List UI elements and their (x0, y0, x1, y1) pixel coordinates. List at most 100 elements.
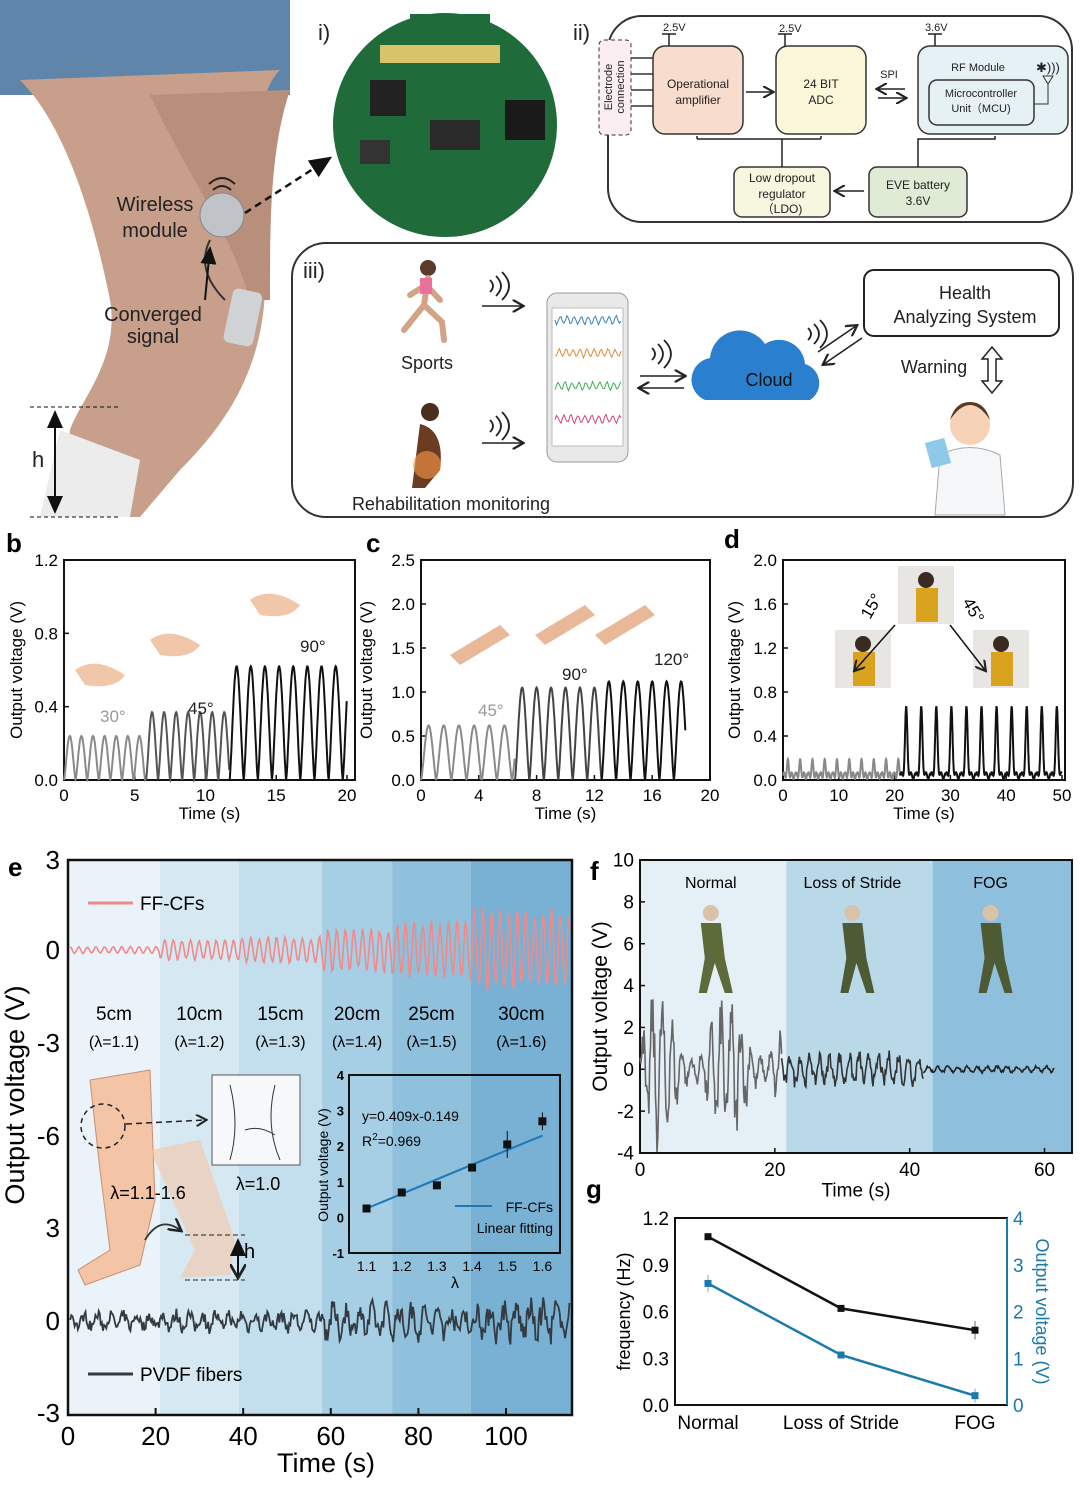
x-tick-label: Normal (677, 1413, 738, 1434)
opamp-box (652, 45, 744, 135)
inset-y-title: Output voltage (V) (315, 1108, 331, 1222)
ldo-label-2: regulator (758, 187, 805, 201)
band-label: 25cm (408, 1004, 454, 1025)
smartphone-icon (546, 292, 629, 463)
y-tick-label: 0.5 (391, 727, 415, 746)
system-frame (291, 242, 1074, 518)
inset-y-tick-label: 0 (337, 1210, 344, 1225)
x-tick-label: 40 (229, 1421, 258, 1451)
x-tick-label: 15 (267, 786, 286, 805)
phone-signal-trace (554, 380, 622, 393)
x-tick-label: 8 (532, 786, 541, 805)
health-label-1: Health (939, 283, 991, 303)
double-arrow-icon (980, 345, 1004, 395)
y-tick-label: 4 (623, 976, 634, 997)
angle-label: 15° (857, 590, 886, 622)
y-tick-label: -3 (37, 1028, 60, 1058)
pvdf-trace (69, 1296, 571, 1345)
y-tick-label: 1.2 (643, 1209, 669, 1230)
x-axis-title: Time (s) (822, 1181, 891, 1202)
sublabel-ii: ii) (573, 20, 590, 45)
voltage-label-adc: 2.5V (779, 23, 802, 35)
x-tick-label: FOG (954, 1413, 995, 1434)
inset-x-tick-label: 1.6 (533, 1258, 553, 1274)
electrode-box (598, 39, 632, 136)
x-tick-label: 4 (474, 786, 483, 805)
plot-frame (63, 559, 356, 781)
angle-label: 45° (188, 699, 214, 718)
person-head (993, 636, 1009, 652)
walker-photo (840, 923, 875, 993)
plot-frame (782, 559, 1066, 781)
y-tick-label: 1.6 (753, 595, 777, 614)
leg-illustration (77, 1069, 156, 1286)
legend-label-pv: PVDF fibers (140, 1365, 242, 1386)
series-line-voltage (707, 1282, 976, 1397)
battery-box (868, 166, 968, 218)
y-tick-label: 0 (46, 935, 60, 965)
y2-tick-label: 1 (1013, 1349, 1024, 1370)
bluetooth-icon: ✱))) (1036, 60, 1060, 75)
mcu-label-1: Microcontroller (945, 88, 1017, 100)
panel-label-b: b (6, 528, 22, 558)
rf-module-label: RF Module (951, 62, 1005, 74)
wifi-icons (489, 271, 828, 441)
cloud-icon (691, 330, 820, 400)
y-tick-label: 0.0 (34, 771, 58, 790)
x-tick-label: 20 (885, 786, 904, 805)
signal-arrow (200, 246, 217, 301)
height-marker (30, 406, 118, 518)
x-tick-label: 0 (778, 786, 787, 805)
band-lambda: (λ=1.4) (332, 1034, 382, 1051)
walker-head (702, 905, 719, 921)
inset-x-tick-label: 1.1 (357, 1258, 377, 1274)
data-point (538, 1117, 547, 1126)
panel-label-g: g (586, 1174, 602, 1204)
mcu-box (928, 79, 1035, 126)
signal-trace-45deg (420, 724, 516, 781)
x-tick-label: 10 (196, 786, 215, 805)
leg-illustration-ghost (150, 1140, 235, 1278)
angle-label: 45° (478, 701, 504, 720)
x-tick-label: 0 (59, 786, 68, 805)
data-point (503, 1140, 512, 1149)
y2-tick-label: 0 (1013, 1396, 1024, 1417)
y-tick-label: -4 (617, 1144, 634, 1165)
spi-label: SPI (880, 69, 898, 81)
band-25cm (392, 860, 471, 1415)
data-point (362, 1204, 371, 1213)
y-tick-label: 0.4 (753, 727, 777, 746)
x-tick-label: 5 (130, 786, 139, 805)
signal-trace-45deg (899, 706, 1063, 780)
y-tick-label: 0.0 (391, 771, 415, 790)
arm-photo (595, 605, 655, 645)
legend-label-ff: FF-CFs (140, 894, 204, 915)
y-tick-label: 1.2 (34, 551, 58, 570)
ldo-label-3: （LDO) (762, 202, 803, 216)
inset-legend-2: Linear fitting (477, 1220, 553, 1236)
data-point (971, 1326, 979, 1334)
ff-cfs-trace (69, 907, 571, 991)
band-label: 30cm (498, 1004, 544, 1025)
inset-y-tick-label: 1 (337, 1175, 344, 1190)
y-tick-label: 0 (623, 1060, 634, 1081)
x-tick-label: 20 (338, 786, 357, 805)
phone-signal-trace (554, 413, 622, 425)
y-tick-label: 0.3 (643, 1349, 669, 1370)
chart-b: 0 5 10 15 20 0.0 0.4 0.8 1.2 Time (s) Output volta… (7, 551, 356, 823)
flow-arrows (482, 306, 863, 443)
inset-x-title: λ (451, 1275, 459, 1292)
region-label: Loss of Stride (803, 875, 901, 892)
inset-y-tick-label: -1 (332, 1246, 344, 1261)
x-tick-label: 80 (404, 1421, 433, 1451)
panel-label-f: f (590, 856, 599, 886)
y-tick-label: 1.5 (391, 639, 415, 658)
y2-tick-label: 2 (1013, 1303, 1024, 1324)
plot-frame (66, 858, 574, 1417)
y-tick-label: 2.0 (391, 595, 415, 614)
y-axis-title: Output voltage (V) (7, 601, 26, 739)
ldo-label-1: Low dropout (749, 171, 816, 185)
rehab-patient-icon (412, 403, 441, 488)
y-tick-label: -3 (37, 1398, 60, 1428)
chart-d: 0 10 20 30 40 50 0.0 0.4 0.8 1.2 1.6 2.0 Time (s) Out… (725, 551, 1071, 823)
